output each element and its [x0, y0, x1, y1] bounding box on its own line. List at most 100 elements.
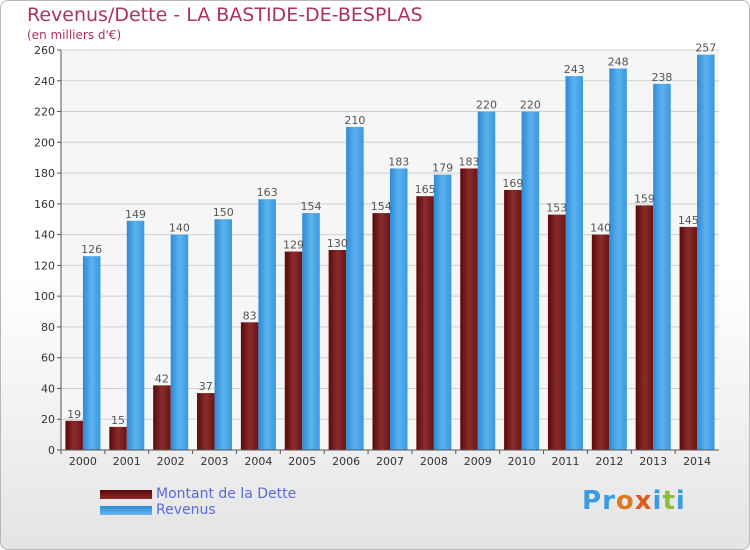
data-label-revenus: 238 — [651, 71, 672, 84]
data-label-revenus: 243 — [564, 63, 585, 76]
bar-revenus — [521, 111, 540, 451]
y-tick-label: 220 — [34, 106, 55, 119]
bar-revenus — [477, 111, 496, 451]
x-tick-label: 2007 — [376, 455, 404, 468]
y-tick-label: 40 — [41, 382, 55, 395]
data-label-dette: 159 — [634, 192, 655, 205]
x-tick-label: 2014 — [683, 455, 711, 468]
data-label-dette: 130 — [327, 237, 348, 250]
x-tick-label: 2012 — [595, 455, 623, 468]
bar-dette — [416, 196, 434, 450]
proxiti-logo: Proxiti — [582, 486, 686, 516]
data-label-revenus: 154 — [301, 200, 322, 213]
bar-dette — [328, 250, 347, 450]
y-tick-label: 140 — [34, 229, 55, 242]
bar-dette — [591, 234, 610, 450]
legend-label-revenus: Revenus — [156, 502, 216, 518]
y-tick-label: 160 — [34, 198, 55, 211]
x-tick-label: 2001 — [113, 455, 141, 468]
data-labels: 19 126 15 149 42 140 37 150 83 163 129 154 130 210 154… — [67, 42, 716, 427]
x-tick-label: 2002 — [157, 455, 185, 468]
bar-dette — [635, 205, 654, 450]
chart-subtitle: (en milliers d'€) — [27, 28, 122, 42]
bar-revenus — [565, 76, 583, 451]
y-tick-label: 20 — [41, 413, 55, 426]
bar-revenus — [697, 54, 715, 450]
data-label-dette: 42 — [155, 372, 169, 385]
data-label-revenus: 220 — [476, 99, 497, 112]
data-label-dette: 169 — [502, 177, 523, 190]
y-tick-label: 60 — [41, 352, 55, 365]
data-label-dette: 140 — [590, 222, 611, 235]
data-label-revenus: 163 — [257, 186, 278, 199]
bar-dette — [109, 426, 127, 450]
bar-revenus — [126, 220, 145, 450]
bar-dette — [547, 214, 566, 450]
x-tick-label: 2005 — [288, 455, 316, 468]
data-label-dette: 15 — [111, 414, 125, 427]
bar-revenus — [653, 83, 671, 450]
x-tick-label: 2010 — [508, 455, 536, 468]
data-label-revenus: 149 — [125, 208, 146, 221]
legend-swatch-dette — [100, 490, 152, 499]
bar-revenus — [433, 174, 452, 450]
bar-dette — [240, 322, 259, 450]
logo-letter: o — [615, 486, 635, 516]
bar-dette — [197, 393, 215, 450]
legend-label-dette: Montant de la Dette — [156, 486, 297, 502]
bar-revenus — [170, 234, 189, 450]
x-tick-label: 2008 — [420, 455, 448, 468]
data-label-revenus: 220 — [520, 99, 541, 112]
data-label-dette: 37 — [199, 380, 213, 393]
bar-dette — [284, 251, 303, 450]
data-label-revenus: 210 — [344, 114, 365, 127]
x-tick-label: 2003 — [201, 455, 229, 468]
y-tick-label: 120 — [34, 259, 55, 272]
bar-revenus — [609, 68, 627, 450]
y-axis: 0 20 40 60 80 100 120 140 160 180 200 220 240 260 — [34, 44, 62, 457]
data-label-revenus: 126 — [81, 243, 102, 256]
bar-dette — [460, 168, 478, 450]
data-label-dette: 83 — [243, 309, 257, 322]
y-tick-label: 180 — [34, 167, 55, 180]
y-tick-label: 100 — [34, 290, 55, 303]
x-tick-label: 2009 — [464, 455, 492, 468]
y-tick-label: 200 — [34, 136, 55, 149]
y-tick-label: 260 — [34, 44, 55, 57]
y-tick-label: 80 — [41, 321, 55, 334]
data-label-dette: 145 — [678, 214, 699, 227]
logo-letter: r — [602, 486, 616, 516]
y-tick-label: 240 — [34, 75, 55, 88]
data-label-dette: 154 — [371, 200, 392, 213]
data-label-revenus: 140 — [169, 222, 190, 235]
data-label-dette: 183 — [458, 155, 479, 168]
y-tick-label: 0 — [48, 444, 55, 457]
logo-letter: t — [662, 486, 676, 516]
x-tick-label: 2004 — [244, 455, 272, 468]
logo-letter: x — [634, 486, 653, 516]
bar-dette — [504, 190, 522, 450]
bar-dette — [372, 213, 390, 450]
bar-revenus — [346, 126, 364, 450]
bar-revenus — [82, 256, 101, 450]
data-label-revenus: 150 — [213, 206, 234, 219]
bar-revenus — [390, 168, 408, 450]
legend-swatch-revenus — [100, 506, 152, 515]
x-tick-label: 2013 — [639, 455, 667, 468]
logo-letter: i — [652, 486, 663, 516]
x-axis: 2000 2001 2002 2003 2004 2005 2006 2007 2008 2009… — [60, 449, 719, 468]
x-tick-label: 2000 — [69, 455, 97, 468]
bar-revenus — [214, 219, 233, 450]
bar-revenus — [258, 199, 276, 450]
chart-title: Revenus/Dette - LA BASTIDE-DE-BESPLAS — [27, 4, 423, 26]
x-tick-label: 2006 — [332, 455, 360, 468]
bar-revenus — [302, 213, 320, 450]
data-label-revenus: 179 — [432, 162, 453, 175]
x-tick-label: 2011 — [551, 455, 579, 468]
data-label-revenus: 257 — [695, 42, 716, 55]
bar-dette — [153, 385, 171, 450]
bar-dette — [65, 420, 83, 450]
bars — [65, 54, 715, 451]
data-label-dette: 19 — [67, 408, 81, 421]
